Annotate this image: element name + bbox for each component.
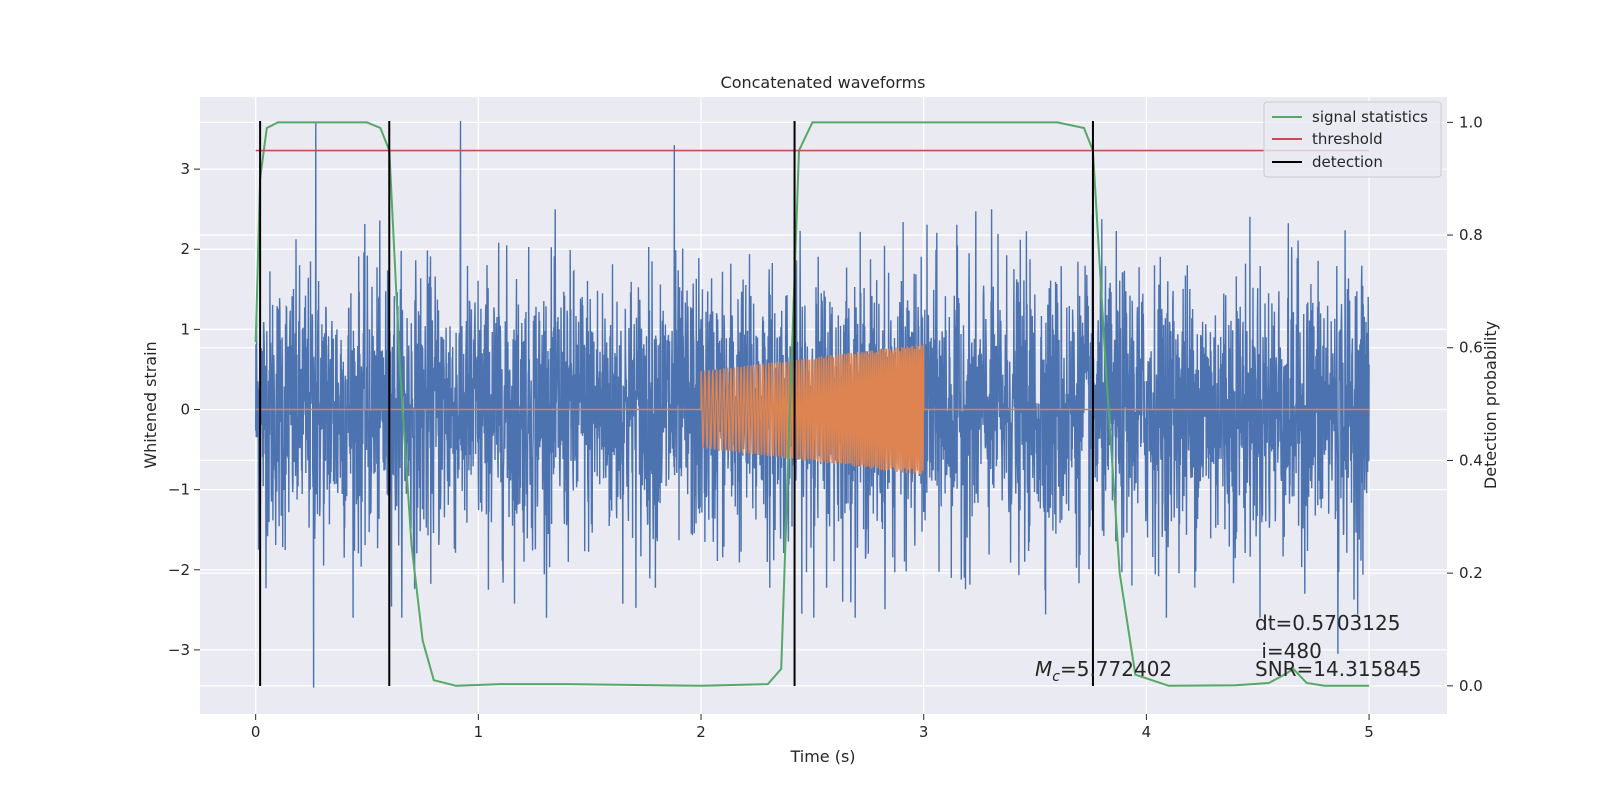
y-tick-label: 2 — [180, 240, 190, 258]
y-axis-label: Whitened strain — [141, 341, 160, 468]
legend-label-detection: detection — [1312, 153, 1383, 171]
annotation-mc-value: =5.772402 — [1060, 657, 1172, 681]
x-axis-label: Time (s) — [789, 747, 855, 766]
y-right-tick-label: 0.8 — [1459, 226, 1483, 244]
annotation-dt: dt=0.5703125 — [1255, 611, 1400, 635]
x-tick-label: 4 — [1142, 723, 1152, 741]
annotation-mc: Mc=5.772402 — [1035, 657, 1172, 685]
x-tick-label: 5 — [1364, 723, 1374, 741]
y-right-tick-label: 0.0 — [1459, 677, 1483, 695]
annotation-snr: SNR=14.315845 — [1255, 657, 1421, 681]
y-tick-label: 1 — [180, 320, 190, 338]
legend-box — [1263, 101, 1442, 178]
annotation-i: i=480 — [1255, 639, 1322, 663]
chart-title: Concatenated waveforms — [721, 73, 926, 92]
annotation-mc-symbol: M — [1035, 657, 1052, 681]
annotation-mc-subscript: c — [1052, 669, 1060, 685]
y-tick-label: 3 — [180, 160, 190, 178]
x-tick-label: 3 — [919, 723, 929, 741]
y-tick-label: −1 — [168, 481, 190, 499]
y-tick-label: −3 — [168, 641, 190, 659]
legend-label-threshold: threshold — [1312, 130, 1383, 148]
y-axis-label-right: Detection probability — [1481, 321, 1500, 489]
y-right-tick-label: 0.6 — [1459, 339, 1483, 357]
x-tick-label: 1 — [474, 723, 484, 741]
y-right-tick-label: 1.0 — [1459, 113, 1483, 131]
series-noise-line — [255, 120, 1370, 688]
y-right-tick-label: 0.4 — [1459, 451, 1483, 469]
legend: signal statistics threshold detection — [1263, 101, 1442, 178]
ticks-layer: 0 1 2 3 4 5 −3 −2 −1 0 1 2 3 0.0 0.2 0.4 0.6 0.8 1.0 — [168, 113, 1483, 741]
legend-label-signal-statistics: signal statistics — [1312, 108, 1428, 126]
series-chirp-line — [255, 343, 1370, 475]
annotations: dt=0.5703125 i=480 SNR=14.315845 Mc=5.77… — [1035, 611, 1421, 685]
y-right-tick-label: 0.2 — [1459, 564, 1483, 582]
y-tick-label: −2 — [168, 561, 190, 579]
series-signal-statistics-line — [254, 121, 1370, 687]
series-layer — [254, 120, 1370, 688]
x-tick-label: 2 — [696, 723, 706, 741]
x-tick-label: 0 — [251, 723, 261, 741]
y-tick-label: 0 — [180, 401, 190, 419]
